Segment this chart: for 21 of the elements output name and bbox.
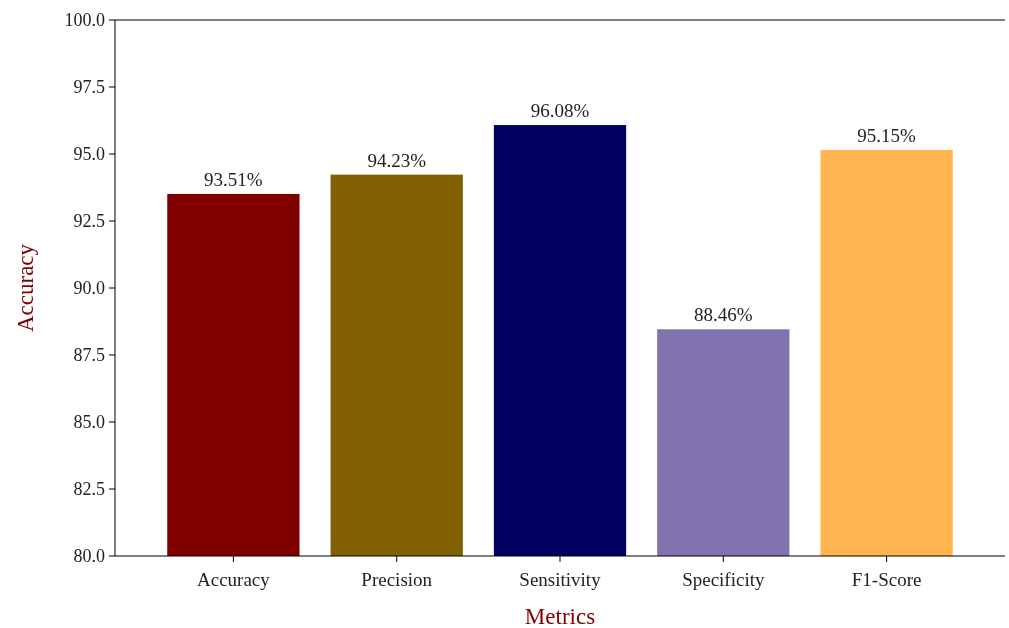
y-tick-label: 87.5 bbox=[73, 345, 105, 366]
data-label: 95.15% bbox=[857, 124, 917, 146]
x-tick-label: Accuracy bbox=[197, 569, 271, 590]
y-tick-label: 95.0 bbox=[73, 144, 105, 165]
data-label: 96.08% bbox=[530, 100, 590, 122]
x-tick-label: Specificity bbox=[682, 569, 765, 590]
data-label: 93.51% bbox=[204, 168, 263, 190]
y-tick-label: 80.0 bbox=[73, 546, 105, 567]
y-tick-label: 100.0 bbox=[64, 10, 105, 31]
y-tick-label: 97.5 bbox=[73, 77, 105, 98]
data-label: 94.23% bbox=[367, 149, 427, 171]
y-tick-label: 85.0 bbox=[73, 412, 105, 433]
y-axis-title: Accuracy bbox=[13, 243, 38, 333]
x-axis-title: Metrics bbox=[524, 604, 596, 628]
y-tick-label: 90.0 bbox=[73, 278, 105, 299]
data-label: 88.46% bbox=[694, 304, 753, 326]
y-tick-label: 92.5 bbox=[73, 211, 105, 232]
x-tick-label: Precision bbox=[361, 569, 433, 590]
x-tick-label: F1-Score bbox=[851, 569, 922, 590]
x-tick-label: Sensitivity bbox=[519, 569, 602, 590]
y-tick-label: 82.5 bbox=[73, 479, 105, 500]
